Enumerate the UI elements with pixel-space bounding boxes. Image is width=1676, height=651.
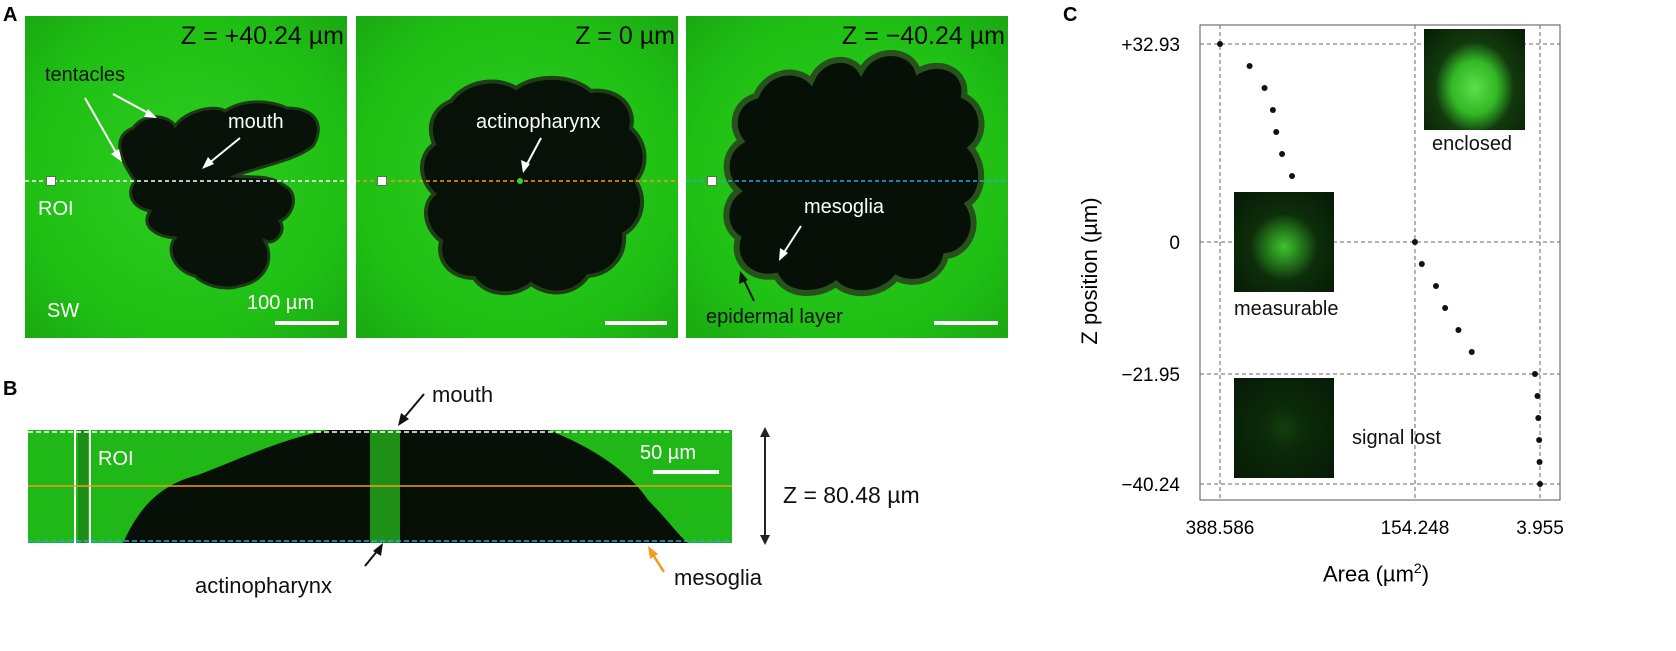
micrograph-middle-plane: Z = 0 µm actinopharynx [356,16,678,338]
animal-silhouette-middle [356,75,678,296]
roi-label: ROI [98,448,134,470]
data-point [1217,41,1223,47]
roi-marker [707,176,717,186]
data-point [1261,85,1268,92]
roi-marker [377,176,387,186]
data-point [1279,151,1286,158]
data-point [1536,459,1543,466]
tentacles-label: tentacles [45,64,126,86]
data-point [1273,129,1280,136]
epidermal-layer-label: epidermal layer [706,306,843,328]
actinopharynx-label: actinopharynx [195,573,332,598]
data-point [1455,326,1462,333]
y-tick-label: 0 [1169,233,1180,254]
z-span-label: Z = 80.48 µm [783,482,920,508]
z-label-bottom: Z = −40.24 µm [841,22,1005,50]
orthogonal-silhouette [28,430,732,543]
micrograph-top-plane: Z = +40.24 µm tentacles mouth ROI SW 100… [25,16,347,338]
data-point [1531,371,1538,378]
inset-measurable-label: measurable [1234,298,1339,320]
micrograph-bottom-plane: Z = −40.24 µm mesoglia epidermal layer [686,16,1008,338]
scale-bar [653,470,719,474]
panel-b-letter: B [3,378,18,400]
scale-bar [934,321,998,325]
mesoglia-label: mesoglia [674,565,763,590]
mouth-label: mouth [432,382,494,407]
mesoglia-label: mesoglia [804,196,885,218]
z-label-middle: Z = 0 µm [575,22,675,50]
x-axis-title-close: ) [1421,561,1430,587]
data-point [1418,261,1425,268]
x-axis-title-sup: 2 [1413,560,1422,576]
scale-bar [605,321,667,325]
data-point [1289,173,1296,180]
animal-silhouette-bottom [686,50,1008,302]
data-point [1432,283,1439,290]
panel-c-letter: C [1063,4,1078,26]
y-ticks: +32.93 0 −21.95 −40.24 [1121,35,1180,496]
data-point [1442,304,1449,311]
inset-enclosed-label: enclosed [1432,133,1513,155]
inset-signal-lost-image [1234,378,1334,478]
animal-silhouette-top [25,93,347,290]
scale-bar-label: 100 µm [247,292,315,314]
roi-marker [46,176,56,186]
y-tick-label: −40.24 [1121,475,1180,496]
inset-enclosed-image [1424,29,1525,130]
x-axis-title-text: Area (µm [1323,561,1414,587]
orthogonal-view: ROI 50 µm [28,430,732,543]
scale-bar-label: 50 µm [640,442,696,464]
data-point [1411,239,1418,246]
data-point [1269,107,1276,114]
panel-b-annotations [364,393,770,573]
data-point [1537,481,1543,487]
sw-label: SW [47,300,80,322]
x-ticks: 388.586 154.248 3.955 [1186,518,1564,539]
z-label-top: Z = +40.24 µm [180,22,344,50]
x-tick-label: 388.586 [1186,518,1255,539]
data-point [1468,349,1475,356]
y-tick-label: +32.93 [1121,35,1180,56]
scale-bar [275,321,339,325]
inset-signal-lost-label: signal lost [1352,427,1441,449]
data-point [1534,393,1541,400]
actinopharynx-label: actinopharynx [476,111,601,133]
mouth-label: mouth [228,111,284,133]
panel-a-letter: A [3,4,18,26]
y-tick-label: −21.95 [1121,365,1180,386]
x-tick-label: 154.248 [1381,518,1450,539]
x-axis-title: Area (µm2) [1323,560,1429,587]
x-tick-label: 3.955 [1516,518,1564,539]
y-axis-title-text: Z position (µm) [1077,197,1102,345]
data-point [1535,415,1542,422]
roi-label: ROI [38,198,74,220]
data-point [1536,437,1543,444]
data-point [1246,63,1253,70]
inset-measurable-image [1234,192,1334,292]
data-points [1217,41,1543,487]
